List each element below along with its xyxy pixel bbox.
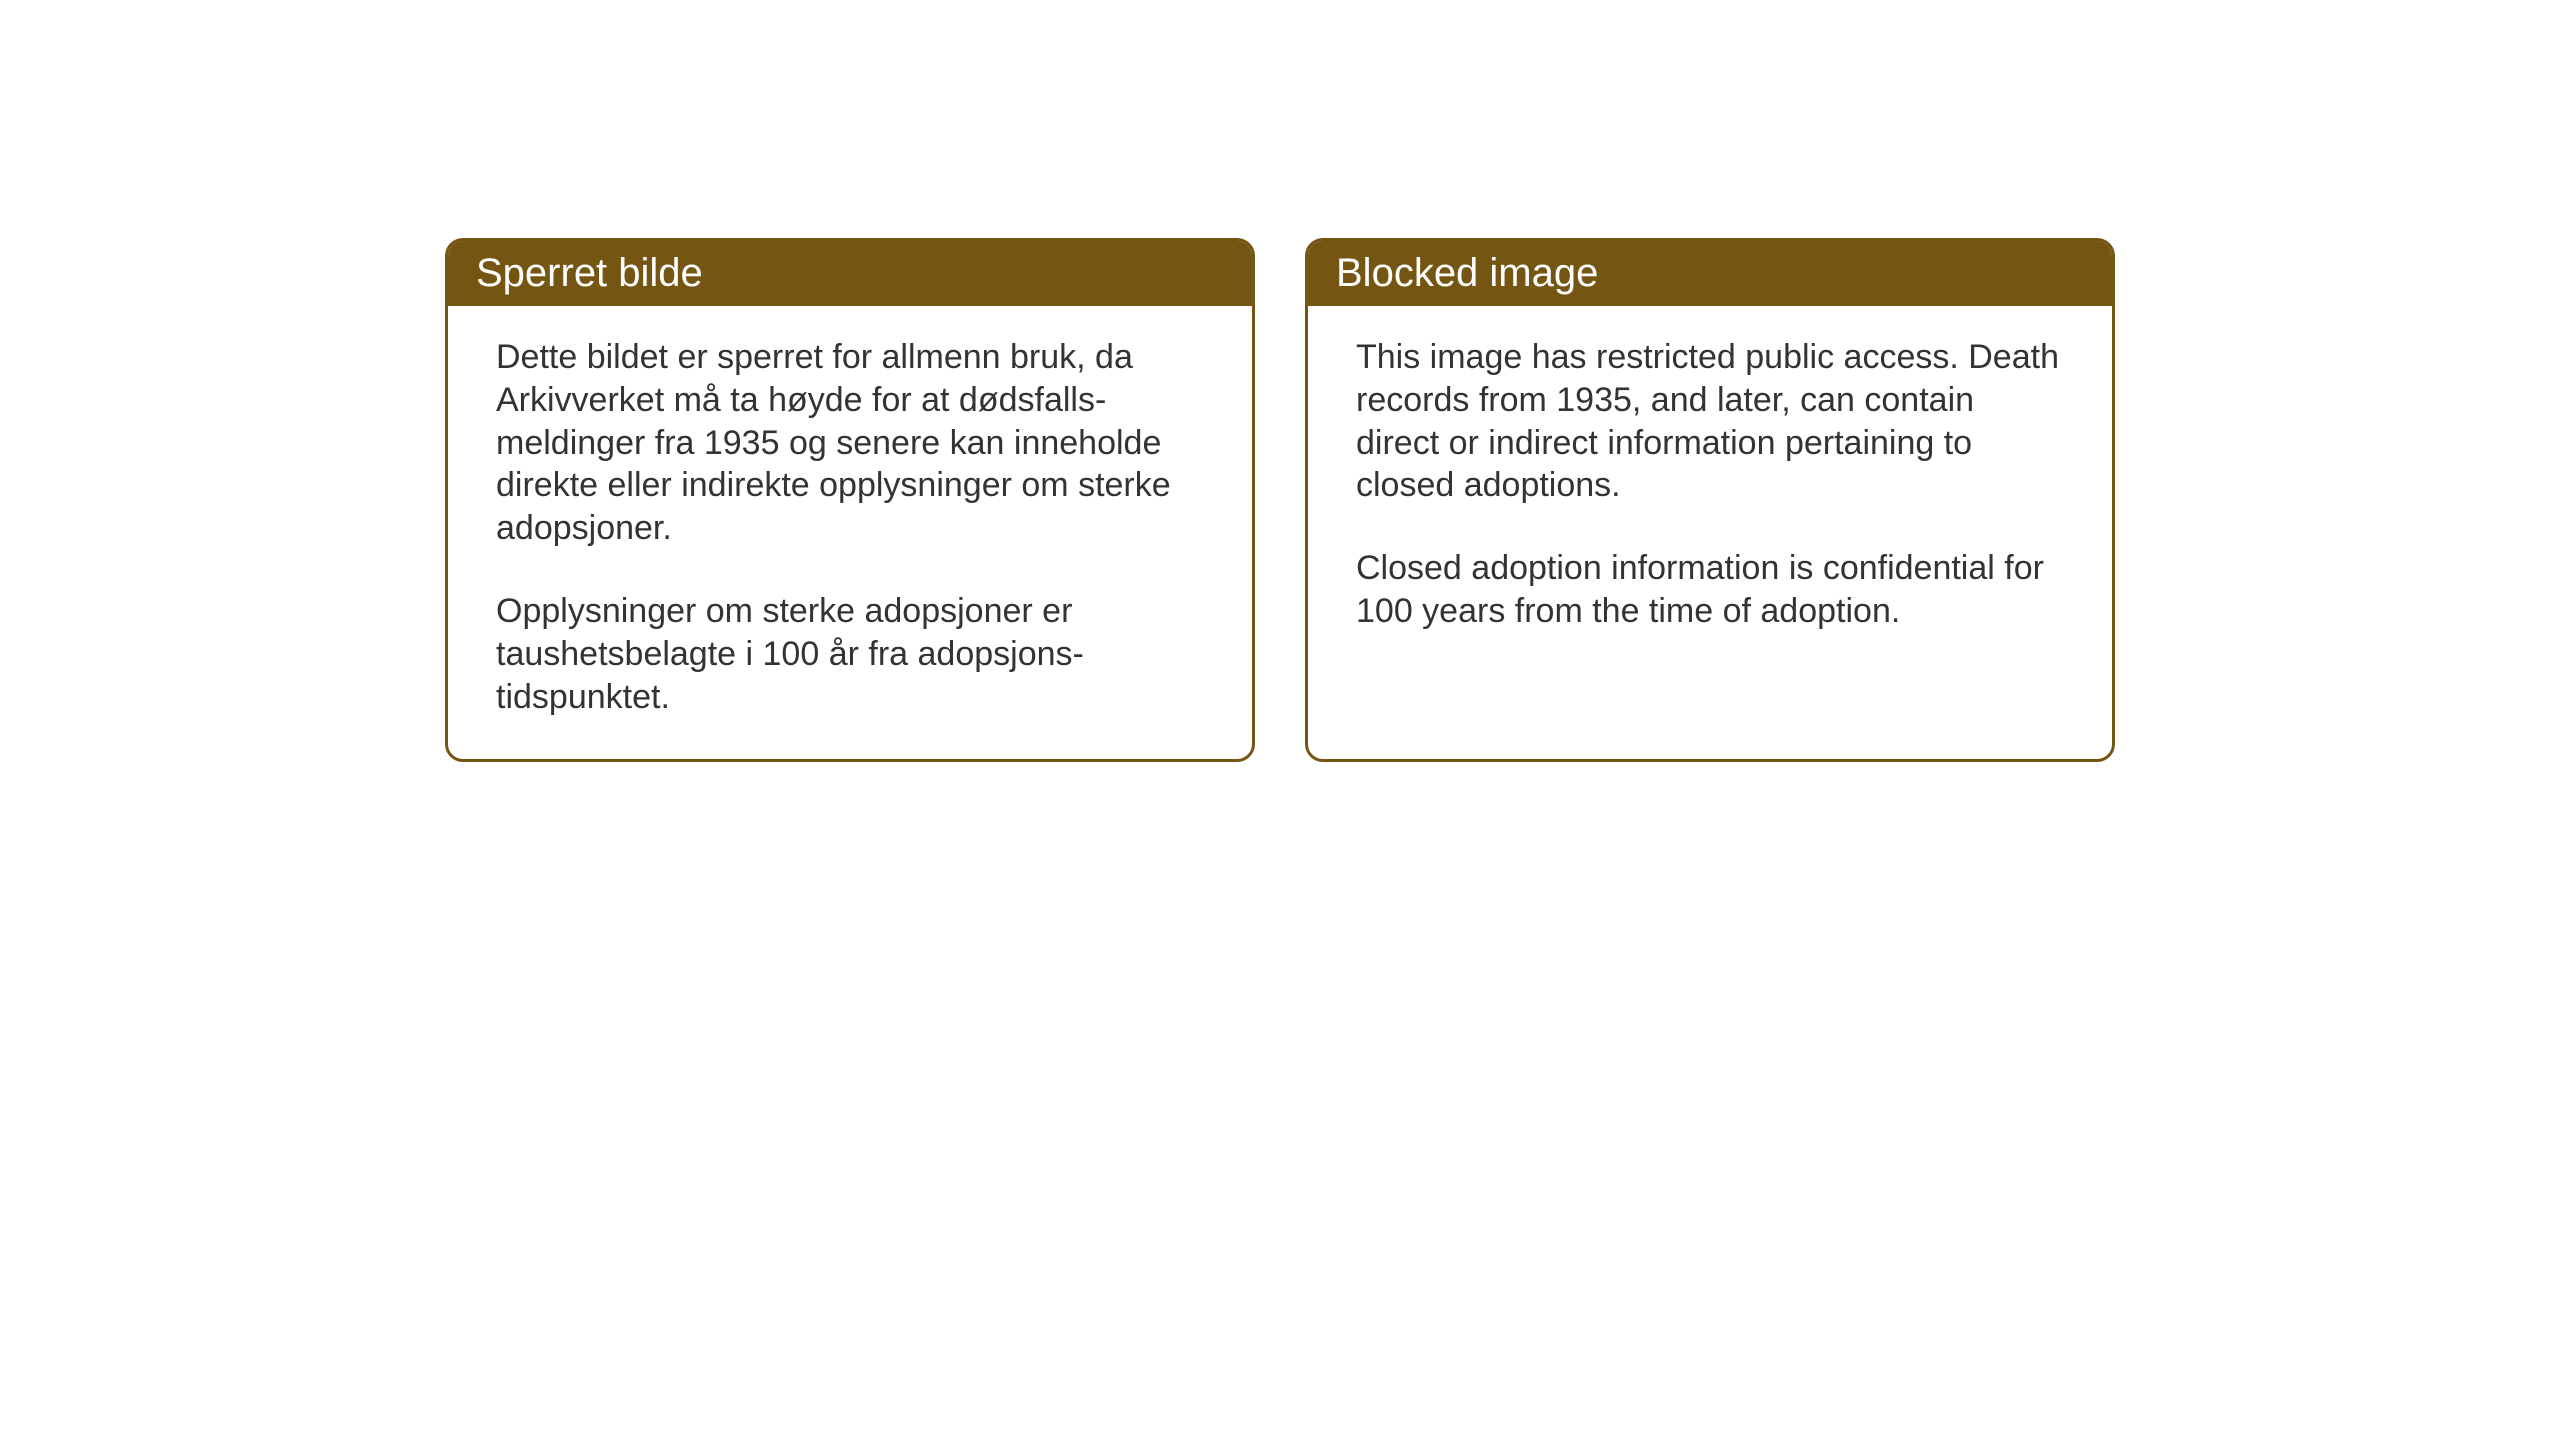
- notice-header-norwegian: Sperret bilde: [448, 241, 1252, 306]
- notice-body-english: This image has restricted public access.…: [1308, 306, 2112, 673]
- notice-container: Sperret bilde Dette bildet er sperret fo…: [0, 0, 2560, 762]
- notice-paragraph: Dette bildet er sperret for allmenn bruk…: [496, 336, 1204, 550]
- notice-title-english: Blocked image: [1336, 251, 1598, 295]
- notice-paragraph: Opplysninger om sterke adopsjoner er tau…: [496, 590, 1204, 718]
- notice-card-english: Blocked image This image has restricted …: [1305, 238, 2115, 762]
- notice-body-norwegian: Dette bildet er sperret for allmenn bruk…: [448, 306, 1252, 759]
- notice-header-english: Blocked image: [1308, 241, 2112, 306]
- notice-paragraph: Closed adoption information is confident…: [1356, 547, 2064, 633]
- notice-title-norwegian: Sperret bilde: [476, 251, 703, 295]
- notice-card-norwegian: Sperret bilde Dette bildet er sperret fo…: [445, 238, 1255, 762]
- notice-paragraph: This image has restricted public access.…: [1356, 336, 2064, 507]
